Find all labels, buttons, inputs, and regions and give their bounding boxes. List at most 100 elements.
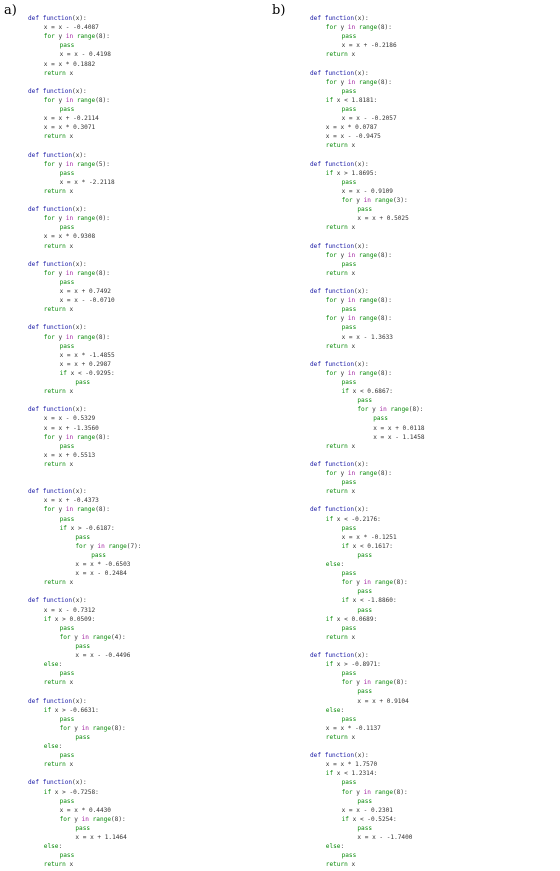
code-line: return x — [325, 142, 356, 150]
code-line: for y in range(7): — [75, 542, 142, 550]
code-line: x = x * 0.1882 — [43, 60, 96, 68]
code-line: if x > -0.6631: — [43, 706, 99, 714]
code-line: x = x * 0.4430 — [59, 806, 111, 814]
code-line: pass — [341, 379, 357, 386]
code-line: pass — [59, 224, 75, 232]
code-line: pass — [341, 524, 357, 532]
code-line: pass — [341, 178, 357, 186]
code-line: pass — [341, 260, 357, 268]
code-line: pass — [357, 588, 373, 596]
panel-label-a: a) — [4, 3, 17, 18]
code-line: def function(x): — [310, 160, 369, 168]
code-line: def function(x): — [310, 506, 369, 514]
code-line: def function(x): — [28, 406, 87, 414]
code-line: else: — [43, 661, 63, 669]
code-line: def function(x): — [310, 242, 369, 250]
code-line: x = x + 0.0118 — [373, 424, 425, 432]
code-line: def function(x): — [310, 69, 369, 77]
code-line: if x < 0.6867: — [341, 388, 393, 396]
code-line: def function(x): — [310, 460, 369, 468]
code-line: pass — [59, 278, 75, 286]
code-line: pass — [59, 752, 75, 760]
code-line: def function(x): — [28, 151, 87, 159]
code-line: pass — [341, 306, 357, 314]
code-line: if x > -0.7258: — [43, 788, 99, 796]
code-line: pass — [59, 106, 75, 113]
code-line: x = x - -0.4087 — [43, 24, 99, 32]
code-line: for y in range(8): — [43, 33, 110, 41]
code-line: def function(x): — [310, 752, 369, 760]
code-line: def function(x): — [28, 779, 87, 787]
code-line: x = x * 0.9308 — [43, 233, 96, 241]
code-line: def function(x): — [28, 488, 87, 496]
code-line: x = x - 0.5329 — [43, 415, 96, 423]
code-line: pass — [357, 397, 373, 405]
code-line: return x — [325, 51, 356, 59]
code-line: pass — [341, 670, 357, 678]
code-line: for y in range(8): — [325, 24, 392, 32]
code-line: x = x * 1.7570 — [325, 761, 378, 769]
code-line: x = x + -0.2186 — [341, 42, 397, 50]
code-line: return x — [43, 187, 74, 195]
code-line: pass — [75, 533, 91, 541]
code-line: pass — [341, 779, 357, 787]
code-line: for y in range(8): — [43, 96, 110, 104]
code-line: x = x + 1.1464 — [75, 834, 127, 841]
code-line: return x — [325, 342, 356, 350]
code-line: x = x + -1.3560 — [43, 424, 99, 432]
code-line: for y in range(8): — [43, 333, 110, 341]
code-line: return x — [325, 488, 356, 496]
code-line: x = x * -2.2118 — [59, 178, 115, 186]
code-line: pass — [357, 551, 373, 559]
code-line: if x < -0.2176: — [325, 515, 381, 523]
code-line: def function(x): — [310, 15, 369, 22]
code-line: x = x + -0.4373 — [43, 497, 99, 505]
code-line: x = x - 0.2484 — [75, 570, 127, 578]
code-line: x = x - 0.4198 — [59, 51, 111, 59]
code-line: pass — [357, 797, 373, 805]
code-line: if x < 1.8181: — [325, 96, 378, 104]
code-line: if x < 0.1617: — [341, 542, 393, 550]
code-line: x = x + 0.5513 — [43, 451, 96, 459]
panel-label-b: b) — [272, 3, 286, 18]
code-line: def function(x): — [28, 597, 87, 605]
code-line: def function(x): — [28, 87, 87, 95]
code-line: def function(x): — [28, 260, 87, 268]
code-line: for y in range(8): — [59, 724, 126, 732]
code-line: pass — [357, 688, 373, 696]
code-line: pass — [341, 624, 357, 632]
code-line: pass — [59, 515, 75, 523]
code-line: for y in range(3): — [341, 197, 408, 204]
code-line: else: — [43, 743, 63, 750]
code-line: pass — [75, 733, 91, 741]
code-line: x = x - 0.9109 — [341, 187, 393, 195]
code-line: x = x + 0.7492 — [59, 288, 111, 295]
code-line: pass — [341, 106, 357, 113]
code-line: return x — [43, 861, 74, 869]
code-line: for y in range(8): — [341, 679, 408, 687]
code-line: return x — [43, 388, 74, 396]
code-line: for y in range(5): — [43, 160, 110, 168]
code-line: pass — [341, 715, 357, 723]
code-line: if x < -0.5254: — [341, 815, 397, 823]
code-line: pass — [341, 33, 357, 41]
code-line: pass — [59, 624, 75, 632]
code-line: else: — [43, 843, 63, 851]
code-line: return x — [325, 442, 356, 450]
code-line: return x — [325, 861, 356, 869]
code-line: return x — [43, 460, 74, 468]
code-line: return x — [43, 761, 74, 769]
code-line: pass — [59, 442, 75, 450]
code-line: pass — [75, 824, 91, 832]
code-line: pass — [357, 606, 373, 614]
code-line: pass — [59, 715, 75, 723]
code-line: pass — [341, 852, 357, 860]
code-line: pass — [341, 324, 357, 332]
code-line: for y in range(8): — [325, 315, 392, 323]
code-line: def function(x): — [28, 206, 87, 214]
code-line: x = x - -0.9475 — [325, 133, 381, 141]
code-line: for y in range(8): — [325, 369, 392, 377]
code-line: for y in range(8): — [357, 406, 424, 414]
code-line: pass — [357, 206, 373, 214]
code-line: x = x * 0.3071 — [43, 124, 96, 132]
